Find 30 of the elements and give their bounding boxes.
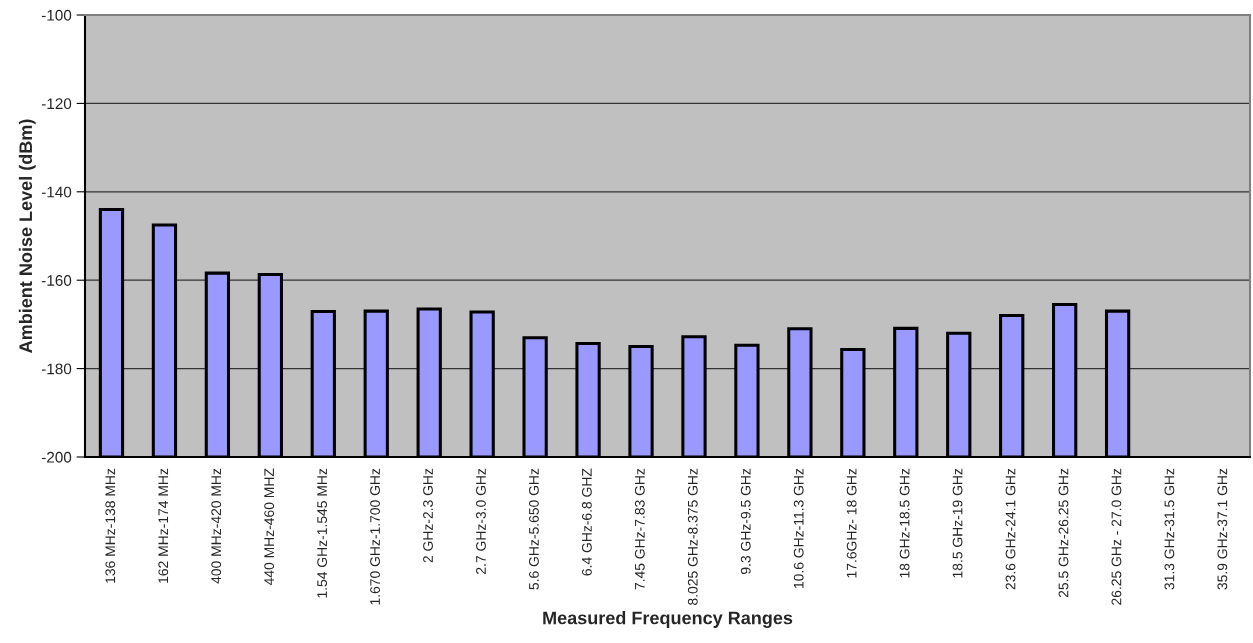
y-axis-title: Ambient Noise Level (dBm): [18, 119, 36, 353]
x-tick-label: 136 MHz-138 MHz: [105, 468, 116, 583]
x-tick-label: 25.5 GHz-26.25 GHz: [1058, 468, 1069, 598]
x-tick-label: 400 MHz-420 MHz: [211, 468, 222, 584]
x-tick-label: 440 MHz-460 MHZ: [264, 468, 275, 586]
y-tick-label: -200: [41, 451, 72, 463]
y-tick-label: -100: [41, 9, 72, 21]
x-tick-label: 18 GHz-18.5 GHz: [899, 468, 910, 578]
x-tick-label: 18.5 GHz-19 GHz: [952, 468, 963, 578]
x-tick-label: 23.6 GHz-24.1 GHz: [1005, 468, 1016, 590]
y-tick-label: -120: [41, 98, 72, 110]
x-tick-label: 9.3 GHz-9.5 GHz: [740, 468, 751, 574]
x-axis-title: Measured Frequency Ranges: [543, 611, 793, 628]
x-tick-label: 2.7 GHz-3.0 GHz: [476, 468, 486, 574]
x-tick-label: 31.3 GHz-31.5 GHz: [1164, 468, 1175, 590]
x-tick-label: 8.025 GHz-8.375 GHz: [687, 468, 698, 605]
x-tick-label: 2 GHz-2.3 GHz: [423, 468, 433, 563]
x-tick-label: 1.54 GHz-1.545 MHz: [317, 468, 328, 598]
x-tick-label: 26.25 GHz - 27.0 GHz: [1111, 468, 1122, 605]
x-tick-label: 6.4 GHz-6.8 GHZ: [581, 468, 592, 576]
x-tick-label: 1.670 GHz-1.700 GHz: [370, 468, 380, 605]
x-tick-label: 17.6GHz- 18 GHz: [846, 468, 857, 578]
y-tick-label: -140: [41, 186, 72, 198]
y-tick-label: -160: [41, 275, 72, 286]
x-tick-label: 162 MHz-174 MHz: [158, 468, 169, 583]
x-tick-label: 35.9 GHz-37.1 GHz: [1217, 468, 1228, 590]
x-tick-label: 5.6 GHz-5.650 GHz: [529, 468, 539, 590]
y-tick-label: -180: [41, 363, 72, 375]
x-tick-label: 10.6 GHz-11.3 GHz: [793, 468, 804, 588]
x-tick-label: 7.45 GHz-7.83 GHz: [634, 468, 645, 590]
